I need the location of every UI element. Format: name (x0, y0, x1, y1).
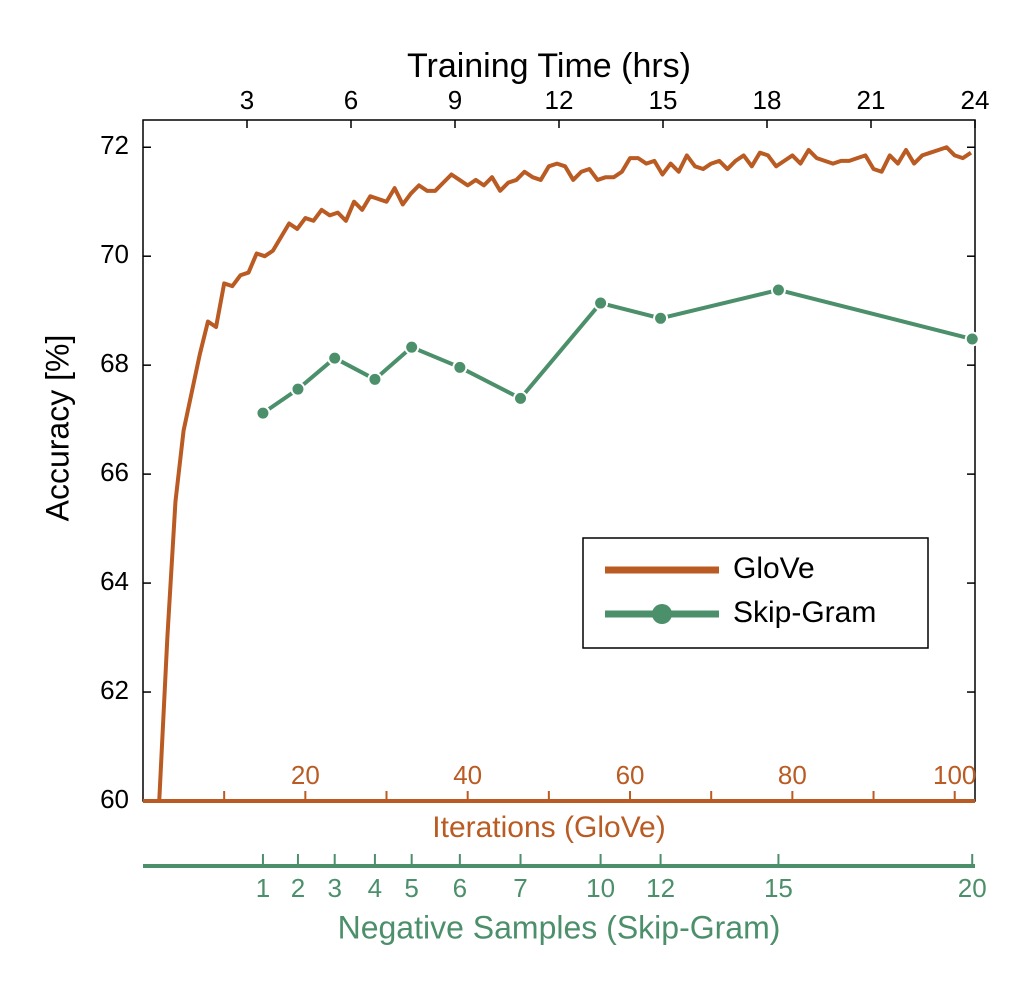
series-line (261, 287, 973, 415)
series-point (452, 359, 468, 375)
legend-label: GloVe (733, 552, 815, 585)
top-axis-title: Training Time (hrs) (407, 47, 691, 85)
y-tick-label: 72 (100, 130, 129, 160)
top-tick-label: 12 (545, 85, 574, 115)
green-tick-label: 6 (453, 873, 467, 903)
green-tick-label: 5 (404, 873, 418, 903)
x-tick-label: 80 (778, 760, 807, 790)
green-tick-label: 20 (958, 873, 987, 903)
green-tick-label: 7 (513, 873, 527, 903)
green-tick-label: 3 (327, 873, 341, 903)
y-tick-label: 60 (100, 784, 129, 814)
legend-label: Skip-Gram (733, 596, 876, 629)
green-tick-label: 12 (646, 873, 675, 903)
series-point (404, 339, 420, 355)
x-tick-label: 20 (291, 760, 320, 790)
series-point (367, 371, 383, 387)
top-tick-label: 21 (857, 85, 886, 115)
top-tick-label: 9 (448, 85, 462, 115)
plot-frame (142, 119, 976, 802)
y-axis-title: Accuracy [%] (39, 335, 75, 522)
series-point (513, 390, 529, 406)
y-tick-label: 62 (100, 675, 129, 705)
green-tick-label: 2 (291, 873, 305, 903)
y-tick-label: 70 (100, 239, 129, 269)
green-tick-label: 4 (368, 873, 382, 903)
top-tick-label: 15 (649, 85, 678, 115)
series-point (653, 310, 669, 326)
top-tick-label: 24 (961, 85, 990, 115)
green-tick-label: 10 (586, 873, 615, 903)
series-point (964, 331, 980, 347)
top-tick-label: 6 (344, 85, 358, 115)
series-point (770, 282, 786, 298)
green-tick-label: 1 (256, 873, 270, 903)
x-tick-label: 40 (453, 760, 482, 790)
series-point (593, 295, 609, 311)
series-point (255, 405, 271, 421)
green-axis-title: Negative Samples (Skip-Gram) (338, 909, 781, 945)
series-point (327, 350, 343, 366)
y-tick-label: 66 (100, 457, 129, 487)
series-point (290, 381, 306, 397)
y-tick-label: 68 (100, 348, 129, 378)
x-tick-label: 100 (933, 760, 976, 790)
green-tick-label: 15 (764, 873, 793, 903)
top-tick-label: 18 (753, 85, 782, 115)
legend-marker (652, 604, 672, 624)
x-tick-label: 60 (616, 760, 645, 790)
series-line (157, 145, 973, 802)
y-tick-label: 64 (100, 566, 129, 596)
legend-box (582, 537, 929, 649)
x-axis-title: Iterations (GloVe) (432, 811, 665, 844)
top-tick-label: 3 (240, 85, 254, 115)
